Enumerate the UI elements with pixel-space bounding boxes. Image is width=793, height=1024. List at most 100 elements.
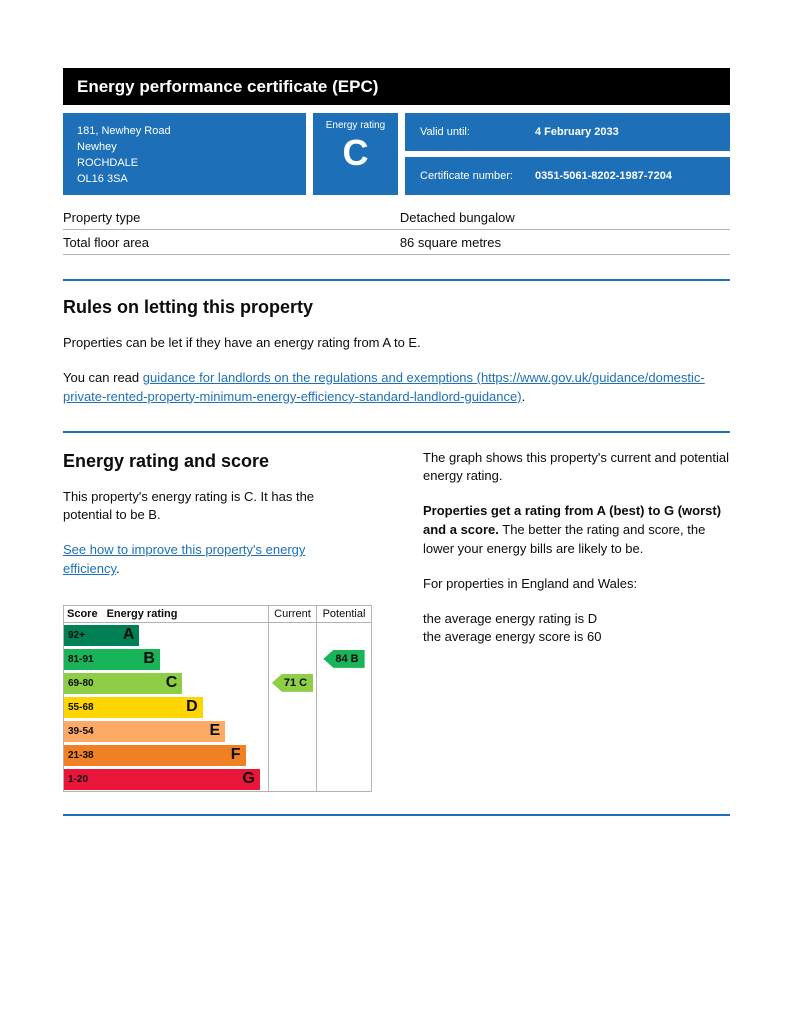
section-divider <box>63 279 730 281</box>
band-rating-cell: 1-20 G <box>64 766 269 791</box>
band-rating-cell: 69-80 C <box>64 670 269 695</box>
rating-heading: Energy rating and score <box>63 450 270 471</box>
epc-band-row: 81-91 B 84 B <box>64 646 371 671</box>
current-cell <box>269 742 317 767</box>
band-letter: D <box>186 698 198 716</box>
band-bar-a: 92+ A <box>64 624 140 646</box>
band-letter: E <box>209 722 221 740</box>
epc-band-row: 69-80 C 71 C <box>64 670 371 695</box>
document-header: Energy performance certificate (EPC) <box>63 68 730 105</box>
potential-cell <box>317 719 371 743</box>
epc-band-row: 55-68 D <box>64 694 371 719</box>
band-rating-cell: 21-38 F <box>64 742 269 767</box>
potential-cell: 84 B <box>317 647 371 671</box>
band-letter: B <box>143 650 155 668</box>
table-row: Total floor area 86 square metres <box>63 230 730 255</box>
address-line-1: 181, Newhey Road <box>77 125 171 137</box>
valid-until-label: Valid until: <box>420 126 470 138</box>
potential-cell <box>317 767 371 791</box>
property-facts: Property type Detached bungalow Total fl… <box>63 205 730 255</box>
band-bar-e: 39-54 E <box>64 720 226 742</box>
band-letter: C <box>165 674 178 692</box>
epc-chart-rows: 92+ A 81-91 B 84 B 69-80 C 71 C 55-68 D 39-54 E 21-3… <box>64 622 371 791</box>
potential-cell <box>317 743 371 767</box>
rating-right-column: The graph shows this property's current … <box>380 435 730 792</box>
band-score: 21-38 <box>68 749 94 761</box>
rules-paragraph-2: You can read guidance for landlords on t… <box>63 369 730 407</box>
band-rating-cell: 92+ A <box>64 622 269 647</box>
table-row: Property type Detached bungalow <box>63 205 730 230</box>
validity-column: Valid until: 4 February 2033 Certificate… <box>405 113 730 195</box>
address-line-2: Newhey <box>77 140 117 153</box>
band-rating-cell: 39-54 E <box>64 718 269 743</box>
floor-area-label: Total floor area <box>63 234 149 250</box>
valid-until-value: 4 February 2033 <box>535 126 619 138</box>
rating-scale-bold: Properties get a rating from A (best) to… <box>423 503 722 538</box>
epc-document: Energy performance certificate (EPC) 181… <box>63 68 730 876</box>
band-score: 55-68 <box>68 701 94 713</box>
property-type-value: Detached bungalow <box>399 209 515 225</box>
epc-band-row: 1-20 G <box>64 766 371 791</box>
valid-until-box: Valid until: 4 February 2033 <box>405 113 730 151</box>
energy-rating-label: Energy rating <box>325 120 386 131</box>
rating-summary-text: This property's energy rating is C. It h… <box>63 488 315 523</box>
chart-header-score: Score <box>67 607 98 620</box>
band-score: 1-20 <box>68 773 89 785</box>
improve-paragraph-suffix: . <box>116 561 120 577</box>
epc-band-row: 92+ A <box>64 622 371 647</box>
property-address: 181, Newhey Road Newhey ROCHDALE OL16 3S… <box>63 113 306 195</box>
improve-efficiency-link[interactable]: See how to improve this property's energ… <box>63 542 306 577</box>
band-score: 39-54 <box>68 725 94 737</box>
current-cell <box>269 694 317 719</box>
potential-rating-tag: 84 B <box>323 649 365 668</box>
certificate-number-box: Certificate number: 0351-5061-8202-1987-… <box>405 157 730 195</box>
current-cell <box>269 646 317 671</box>
page-title: Energy performance certificate (EPC) <box>77 76 379 96</box>
property-type-label: Property type <box>63 209 141 225</box>
certificate-number-value: 0351-5061-8202-1987-7204 <box>535 170 673 182</box>
graph-explainer-text: The graph shows this property's current … <box>423 449 729 484</box>
energy-rating-box: Energy rating C <box>313 113 398 195</box>
band-score: 92+ <box>68 629 85 641</box>
rating-scale-text: Properties get a rating from A (best) to… <box>423 502 730 559</box>
section-divider <box>63 430 730 433</box>
chart-header-current: Current <box>269 605 317 622</box>
floor-area-value: 86 square metres <box>399 234 501 250</box>
current-cell: 71 C <box>269 670 317 695</box>
current-cell <box>269 622 317 647</box>
band-bar-c: 69-80 C <box>64 672 183 694</box>
address-line-4: OL16 3SA <box>77 172 128 185</box>
current-cell <box>269 766 317 791</box>
energy-rating-value: C <box>342 132 369 173</box>
rating-scale-rest: The better the rating and score, the low… <box>423 522 706 556</box>
band-bar-d: 55-68 D <box>64 696 203 718</box>
rules-paragraph-2-prefix: You can read <box>63 369 143 385</box>
band-letter: F <box>230 746 241 764</box>
chart-header-energy-rating: Energy rating <box>106 607 178 620</box>
band-rating-cell: 55-68 D <box>64 694 269 719</box>
epc-band-row: 39-54 E <box>64 718 371 743</box>
potential-cell <box>317 623 371 647</box>
band-bar-g: 1-20 G <box>64 768 260 790</box>
band-bar-b: 81-91 B <box>64 648 160 670</box>
epc-band-row: 21-38 F <box>64 742 371 767</box>
band-letter: A <box>122 626 135 644</box>
rules-section: Rules on letting this property Propertie… <box>63 297 730 407</box>
summary-panel: 181, Newhey Road Newhey ROCHDALE OL16 3S… <box>63 113 730 195</box>
rating-left-column: Energy rating and score This property's … <box>63 435 380 792</box>
chart-header-rating: Score Energy rating <box>64 605 269 622</box>
potential-cell <box>317 695 371 719</box>
energy-rating-section: Energy rating and score This property's … <box>63 435 730 792</box>
certificate-number-label: Certificate number: <box>420 170 513 182</box>
improve-paragraph: See how to improve this property's energ… <box>63 541 360 579</box>
band-score: 69-80 <box>68 677 94 689</box>
band-rating-cell: 81-91 B <box>64 646 269 671</box>
landlord-guidance-link[interactable]: guidance for landlords on the regulation… <box>63 369 705 404</box>
average-score-line: the average energy score is 60 <box>423 629 602 645</box>
chart-header-potential: Potential <box>322 607 366 620</box>
band-letter: G <box>242 770 255 788</box>
current-cell <box>269 718 317 743</box>
band-bar-f: 21-38 F <box>64 744 246 766</box>
rules-paragraph-1: Properties can be let if they have an en… <box>63 335 421 350</box>
potential-cell <box>317 671 371 695</box>
